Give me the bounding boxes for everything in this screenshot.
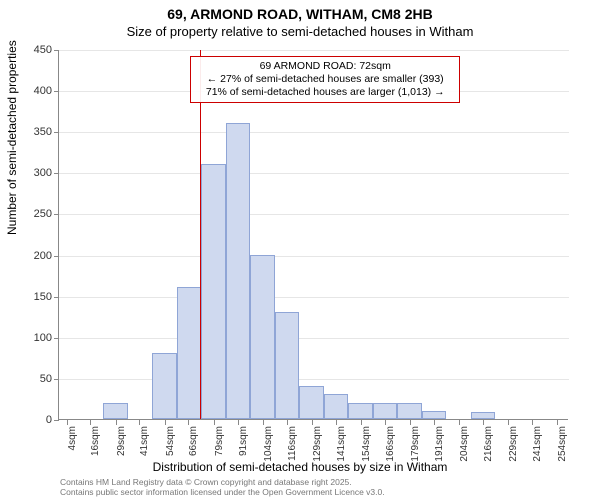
footer-line-2: Contains public sector information licen… (60, 488, 385, 498)
x-tick-mark (557, 420, 558, 425)
x-tick-mark (67, 420, 68, 425)
y-tick-label: 100 (18, 332, 52, 344)
gridline (59, 214, 569, 215)
histogram-bar (299, 386, 324, 419)
x-tick-mark (214, 420, 215, 425)
x-tick-mark (188, 420, 189, 425)
x-tick-mark (139, 420, 140, 425)
x-tick-mark (410, 420, 411, 425)
property-annotation: 69 ARMOND ROAD: 72sqm← 27% of semi-detac… (190, 56, 460, 103)
histogram-bar (152, 353, 177, 419)
gridline (59, 173, 569, 174)
gridline (59, 50, 569, 51)
histogram-bar (373, 403, 398, 419)
y-tick-mark (54, 297, 59, 298)
x-tick-mark (385, 420, 386, 425)
gridline (59, 132, 569, 133)
gridline (59, 379, 569, 380)
chart-title-main: 69, ARMOND ROAD, WITHAM, CM8 2HB (0, 6, 600, 22)
x-tick-mark (336, 420, 337, 425)
y-tick-label: 350 (18, 126, 52, 138)
y-tick-label: 150 (18, 291, 52, 303)
x-tick-mark (361, 420, 362, 425)
copyright-footer: Contains HM Land Registry data © Crown c… (60, 478, 385, 498)
y-tick-mark (54, 256, 59, 257)
y-tick-label: 200 (18, 250, 52, 262)
chart-area: 0501001502002503003504004504sqm16sqm29sq… (58, 50, 568, 420)
histogram-bar (226, 123, 251, 419)
x-axis-label: Distribution of semi-detached houses by … (0, 460, 600, 474)
y-tick-mark (54, 173, 59, 174)
y-tick-mark (54, 91, 59, 92)
x-tick-mark (90, 420, 91, 425)
y-tick-label: 400 (18, 85, 52, 97)
annotation-line: 71% of semi-detached houses are larger (… (197, 86, 453, 99)
y-tick-mark (54, 132, 59, 133)
y-tick-mark (54, 214, 59, 215)
y-tick-label: 250 (18, 208, 52, 220)
annotation-line: 69 ARMOND ROAD: 72sqm (197, 60, 453, 73)
histogram-bar (397, 403, 422, 419)
histogram-bar (422, 411, 447, 419)
y-tick-mark (54, 338, 59, 339)
x-tick-mark (312, 420, 313, 425)
histogram-bar (348, 403, 373, 419)
histogram-bar (177, 287, 202, 419)
histogram-bar (103, 403, 128, 419)
y-tick-label: 450 (18, 44, 52, 56)
chart-title-block: 69, ARMOND ROAD, WITHAM, CM8 2HB Size of… (0, 0, 600, 39)
histogram-bar (275, 312, 300, 419)
histogram-bar (471, 412, 496, 419)
y-tick-label: 0 (18, 414, 52, 426)
y-tick-label: 50 (18, 373, 52, 385)
x-tick-mark (434, 420, 435, 425)
histogram-bar (324, 394, 349, 419)
y-tick-mark (54, 50, 59, 51)
x-tick-mark (165, 420, 166, 425)
histogram-bar (250, 255, 275, 419)
chart-title-sub: Size of property relative to semi-detach… (0, 24, 600, 39)
gridline (59, 338, 569, 339)
gridline (59, 256, 569, 257)
y-tick-mark (54, 420, 59, 421)
y-tick-mark (54, 379, 59, 380)
plot-area: 0501001502002503003504004504sqm16sqm29sq… (58, 50, 568, 420)
x-tick-mark (483, 420, 484, 425)
x-tick-mark (459, 420, 460, 425)
annotation-line: ← 27% of semi-detached houses are smalle… (197, 73, 453, 86)
y-axis-label: Number of semi-detached properties (5, 40, 19, 235)
x-tick-mark (532, 420, 533, 425)
gridline (59, 297, 569, 298)
y-tick-label: 300 (18, 167, 52, 179)
x-tick-mark (508, 420, 509, 425)
x-tick-mark (116, 420, 117, 425)
histogram-bar (201, 164, 226, 419)
property-marker-line (200, 50, 201, 419)
x-tick-mark (287, 420, 288, 425)
x-tick-mark (263, 420, 264, 425)
x-tick-mark (238, 420, 239, 425)
